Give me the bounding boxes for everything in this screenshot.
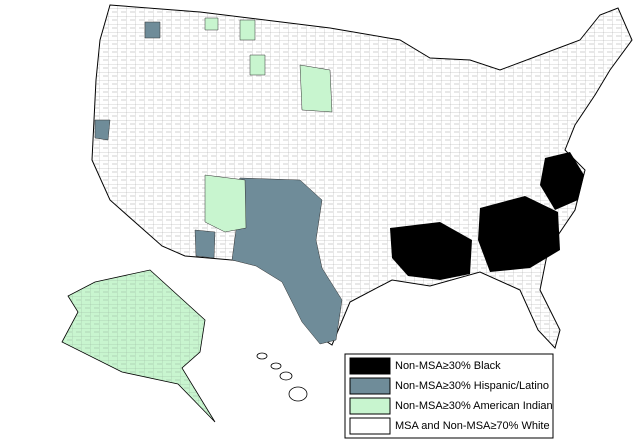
legend-label: MSA and Non-MSA≥70% White — [395, 420, 550, 432]
alaska — [61, 269, 216, 423]
hispanic-region — [94, 21, 343, 345]
hawaii — [256, 352, 308, 402]
legend-label: Non-MSA≥30% American Indian — [395, 400, 553, 412]
legend-swatch — [349, 397, 391, 415]
legend-label: Non-MSA≥30% Hispanic/Latino — [395, 380, 549, 392]
american-indian-region — [204, 17, 333, 233]
black-region — [390, 152, 584, 280]
legend: Non-MSA≥30% Black Non-MSA≥30% Hispanic/La… — [344, 353, 554, 439]
legend-swatch — [349, 357, 391, 375]
legend-label: Non-MSA≥30% Black — [395, 360, 501, 372]
legend-swatch — [349, 417, 391, 435]
legend-swatch — [349, 377, 391, 395]
